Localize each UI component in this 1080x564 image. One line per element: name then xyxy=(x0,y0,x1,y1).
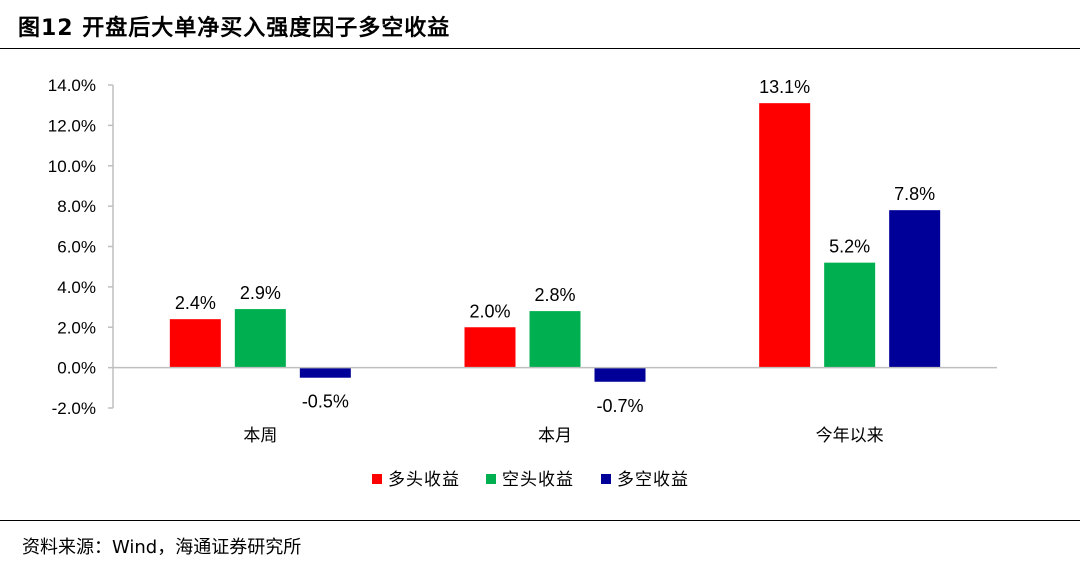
category-label: 今年以来 xyxy=(816,426,884,445)
bar-多空收益-本月 xyxy=(594,367,646,382)
chart-title: 图12 开盘后大单净买入强度因子多空收益 xyxy=(18,16,451,41)
data-label: 13.1% xyxy=(759,77,810,97)
legend-label: 空头收益 xyxy=(502,470,574,489)
source-bar: 资料来源：Wind，海通证券研究所 xyxy=(0,520,1080,564)
data-label: 2.9% xyxy=(240,283,281,303)
y-tick-label: 10.0% xyxy=(48,157,96,176)
category-label: 本月 xyxy=(538,426,572,445)
legend-swatch-多空收益 xyxy=(601,474,611,484)
y-tick-label: 0.0% xyxy=(57,359,96,378)
y-tick-label: 12.0% xyxy=(48,116,96,135)
bar-多空收益-本周 xyxy=(299,367,351,378)
legend-label: 多空收益 xyxy=(617,470,689,489)
y-tick-label: 14.0% xyxy=(48,76,96,95)
source-note: 资料来源：Wind，海通证券研究所 xyxy=(22,537,302,558)
data-label: 2.0% xyxy=(469,301,510,321)
legend: 多头收益 空头收益 多空收益 xyxy=(372,470,689,489)
bar-多头收益-本月 xyxy=(464,327,516,368)
y-tick-label: 6.0% xyxy=(57,238,96,257)
bar-空头收益-本周 xyxy=(234,309,286,368)
y-axis: -2.0% 0.0% 2.0% 4.0% 6.0% 8.0% 10.0% 12.0% 14.0% xyxy=(48,76,114,418)
data-label: 5.2% xyxy=(829,237,870,257)
legend-swatch-空头收益 xyxy=(486,474,496,484)
legend-swatch-多头收益 xyxy=(372,474,382,484)
legend-label: 多头收益 xyxy=(388,470,460,489)
bar-空头收益-今年以来 xyxy=(824,262,876,368)
data-label: 7.8% xyxy=(894,184,935,204)
y-tick-label: -2.0% xyxy=(52,399,96,418)
data-label: -0.5% xyxy=(302,392,349,412)
bar-多头收益-本周 xyxy=(169,319,221,368)
bar-多空收益-今年以来 xyxy=(889,210,941,368)
category-label: 本周 xyxy=(243,426,277,445)
bar-chart: -2.0% 0.0% 2.0% 4.0% 6.0% 8.0% 10.0% 12.0% 14.0%… xyxy=(48,76,997,489)
bars: 2.4% 2.9% -0.5% 2.0% 2.8% -0.7% 13.1% 5.2% 7.8% xyxy=(169,77,941,416)
y-tick-label: 8.0% xyxy=(57,197,96,216)
title-bar: 图12 开盘后大单净买入强度因子多空收益 xyxy=(0,0,1080,49)
data-label: 2.8% xyxy=(534,285,575,305)
bar-多头收益-今年以来 xyxy=(759,103,811,368)
y-tick-label: 2.0% xyxy=(57,318,96,337)
data-label: -0.7% xyxy=(596,396,643,416)
y-tick-label: 4.0% xyxy=(57,278,96,297)
x-axis: 本周 本月 今年以来 xyxy=(113,366,997,445)
bar-空头收益-本月 xyxy=(529,311,581,368)
data-label: 2.4% xyxy=(175,293,216,313)
